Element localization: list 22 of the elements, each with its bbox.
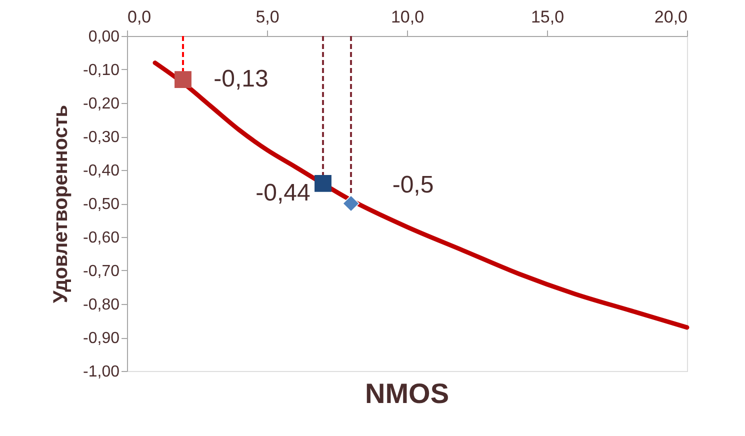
y-tick-label: -0,30	[83, 129, 120, 146]
x-tick-label: 20,0	[654, 8, 688, 26]
data-label: -0,44	[256, 179, 310, 206]
y-tick-label: -0,80	[83, 296, 120, 314]
y-tick-label: -0,70	[83, 263, 120, 280]
y-tick-label: -0,20	[83, 96, 120, 112]
line-series	[152, 60, 690, 330]
x-axis-title: NMOS	[365, 378, 449, 409]
y-tick-label: -0,90	[83, 330, 120, 347]
y-tick-label: -0,60	[83, 230, 120, 246]
x-tick-label: 0,0	[128, 8, 152, 26]
data-label: -0,13	[214, 66, 268, 93]
y-tick-label: 0,00	[88, 28, 120, 46]
x-tick-label: 5,0	[256, 8, 280, 26]
y-tick-label: -0,50	[83, 196, 120, 213]
x-tick-label: 10,0	[390, 8, 424, 26]
y-tick-label: -0,10	[83, 62, 120, 79]
x-tick-label: 15,0	[530, 8, 564, 26]
y-tick-label: -1,00	[83, 364, 120, 380]
data-label: -0,5	[392, 172, 434, 198]
y-axis-title: Удовлетворенность	[50, 104, 72, 304]
y-tick-label: -0,40	[83, 162, 120, 180]
